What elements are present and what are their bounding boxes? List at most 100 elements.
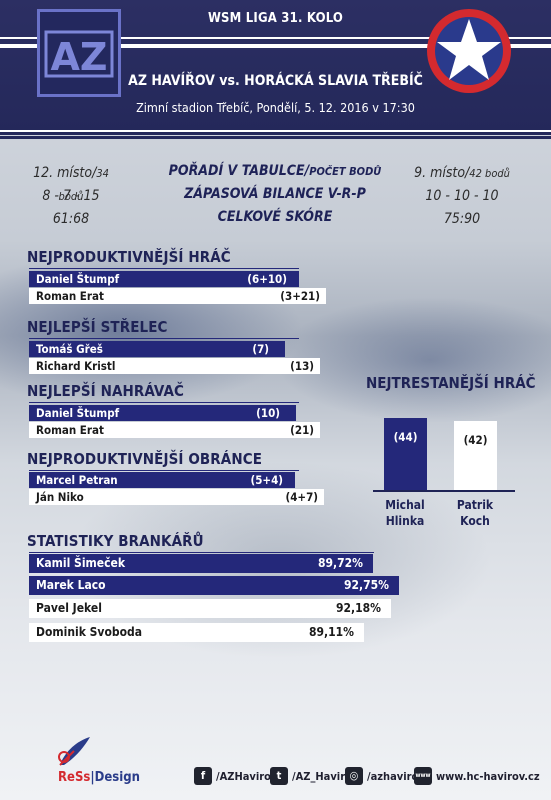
defense-home-bar: Marcel Petran (5+4) [29, 472, 295, 488]
instagram-icon: ◎ [345, 767, 363, 785]
goalie-row: Dominik Svoboda 89,11% [29, 623, 364, 642]
player-last-name: Koch [460, 514, 490, 528]
header-stripe [0, 130, 551, 132]
player-first-name: Michal [385, 498, 425, 512]
twitter-handle: /AZ_Havirov [292, 769, 359, 783]
ressdesign-logo: ReSs|Design [58, 770, 140, 785]
home-score: 61:68 [52, 211, 90, 227]
brand-part: Design [94, 770, 140, 785]
home-team-stats: 12. místo/34 bodů 8 - 7 - 15 61:68 [24, 162, 118, 231]
section-underline [29, 402, 299, 403]
match-title: AZ HAVÍŘOV vs. HORÁCKÁ SLAVIA TŘEBÍČ [128, 73, 423, 89]
az-havirov-logo: AZ [37, 9, 121, 97]
section-title-productive: NEJPRODUKTIVNĚJŠÍ HRÁČ [27, 248, 231, 266]
facebook-icon: f [194, 767, 212, 785]
away-score: 75:90 [443, 211, 481, 227]
defense-away-bar: Ján Niko (4+7) [29, 489, 324, 505]
goalie-save-pct: 89,11% [309, 625, 354, 639]
assist-home-bar: Daniel Štumpf (10) [29, 405, 296, 421]
goalie-save-pct: 89,72% [318, 556, 363, 570]
penalty-value: (42) [463, 433, 488, 447]
match-venue: Zimní stadion Třebíč, Pondělí, 5. 12. 20… [136, 100, 415, 115]
penalty-name-away: Patrik Koch [444, 497, 506, 529]
assist-away-bar: Roman Erat (21) [29, 422, 320, 438]
away-team-stats: 9. místo/42 bodů 10 - 10 - 10 75:90 [392, 162, 532, 231]
header-stripe [0, 44, 551, 48]
section-underline [29, 268, 299, 269]
penalty-title: NEJTRESTANĚJŠÍ HRÁČ [366, 374, 536, 392]
league-round: WSM LIGA 31. KOLO [207, 11, 344, 26]
header-stripe [0, 37, 551, 39]
penalty-axis [373, 490, 515, 492]
penalty-value: (44) [393, 430, 418, 444]
section-title-goalies: STATISTIKY BRANKÁŘŮ [27, 532, 204, 550]
player-value: (7) [252, 342, 269, 356]
away-record: 10 - 10 - 10 [425, 188, 499, 204]
twitter-icon: t [270, 767, 288, 785]
instagram-link[interactable]: ◎ /azhavirov [345, 765, 425, 787]
scorer-away-bar: Richard Kristl (13) [29, 358, 320, 374]
header-stripe [0, 136, 551, 139]
label-record: ZÁPASOVÁ BILANCE V-R-P [184, 186, 366, 202]
penalty-name-home: Michal Hlinka [374, 497, 436, 529]
player-name: Tomáš Gřeš [36, 342, 103, 356]
goalie-save-pct: 92,75% [344, 578, 389, 592]
home-points: 34 bodů [58, 167, 109, 203]
player-name: Roman Erat [36, 423, 104, 437]
player-value: (4+7) [285, 490, 318, 504]
penalty-bar-home: (44) [384, 418, 427, 490]
twitter-link[interactable]: t /AZ_Havirov [270, 765, 358, 787]
goalie-row: Kamil Šimeček 89,72% [29, 554, 373, 573]
goalie-save-pct: 92,18% [336, 601, 381, 615]
player-name: Ján Niko [36, 490, 84, 504]
home-rank: 12. místo [33, 165, 93, 181]
section-title-defense: NEJPRODUKTIVNĚJŠÍ OBRÁNCE [27, 450, 263, 468]
section-underline [29, 470, 299, 471]
player-value: (10) [256, 406, 280, 420]
productive-away-bar: Roman Erat (3+21) [29, 288, 326, 304]
player-value: (5+4) [250, 473, 283, 487]
facebook-handle: /AZHavirov [216, 769, 278, 783]
player-name: Richard Kristl [36, 359, 116, 373]
instagram-handle: /azhavirov [367, 769, 425, 783]
website-url: www.hc-havirov.cz [436, 769, 540, 783]
brand-separator: | [90, 770, 95, 785]
away-points: 42 bodů [469, 167, 510, 180]
player-value: (21) [290, 423, 314, 437]
player-name: Roman Erat [36, 289, 104, 303]
globe-icon: www [414, 767, 432, 785]
brand-part: ReSs [58, 770, 91, 785]
player-name: Daniel Štumpf [36, 272, 120, 286]
label-rank: POŘADÍ V TABULCE/ [168, 163, 310, 179]
website-link[interactable]: www www.hc-havirov.cz [414, 765, 540, 787]
player-name: Daniel Štumpf [36, 406, 120, 420]
home-record: 8 - 7 - 15 [42, 188, 100, 204]
goalie-name: Marek Laco [36, 578, 106, 592]
label-points: POČET BODŮ [309, 165, 382, 178]
label-score: CELKOVÉ SKÓRE [217, 209, 333, 225]
goalie-name: Dominik Svoboda [36, 625, 143, 639]
player-name: Marcel Petran [36, 473, 118, 487]
away-rank: 9. místo [414, 165, 466, 181]
section-underline [29, 552, 374, 553]
comparison-labels: POŘADÍ V TABULCE/POČET BODŮ ZÁPASOVÁ BIL… [150, 160, 400, 229]
player-value: (3+21) [280, 289, 320, 303]
goalie-name: Kamil Šimeček [36, 556, 125, 570]
player-last-name: Hlinka [385, 514, 425, 528]
productive-home-bar: Daniel Štumpf (6+10) [29, 271, 299, 287]
goalie-row: Pavel Jekel 92,18% [29, 599, 391, 618]
section-title-assist: NEJLEPŠÍ NAHRÁVAČ [27, 382, 184, 400]
horacka-slavia-logo [427, 9, 511, 93]
player-value: (6+10) [247, 272, 287, 286]
quill-icon [58, 737, 90, 766]
goalie-row: Marek Laco 92,75% [29, 576, 399, 595]
player-value: (13) [290, 359, 314, 373]
logo-letters: AZ [51, 35, 108, 79]
facebook-link[interactable]: f /AZHavirov [194, 765, 277, 787]
goalie-name: Pavel Jekel [36, 601, 102, 615]
section-title-scorer: NEJLEPŠÍ STŘELEC [27, 318, 168, 336]
section-underline [29, 338, 299, 339]
penalty-bar-away: (42) [454, 421, 497, 490]
player-first-name: Patrik [456, 498, 494, 512]
scorer-home-bar: Tomáš Gřeš (7) [29, 341, 285, 357]
